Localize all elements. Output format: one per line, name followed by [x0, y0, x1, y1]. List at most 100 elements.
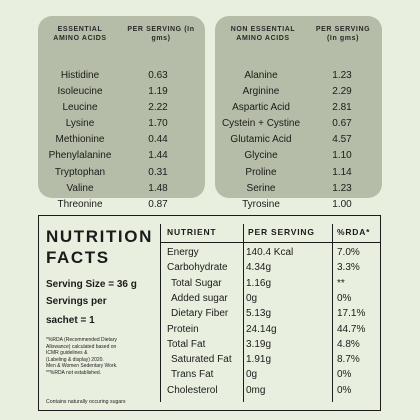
essential-amino-acids-panel: ESSENTIAL AMINO ACIDS PER SERVING (In gm…	[38, 16, 205, 210]
amino-acid-row: Phenylalanine 1.44	[38, 148, 205, 164]
nutrient-row: Energy 140.4 Kcal 7.0%	[160, 246, 380, 259]
amino-acid-value: 1.23	[332, 182, 352, 194]
amino-acid-value: 1.00	[332, 198, 352, 210]
nutrient-row: Saturated Fat 1.91g 8.7%	[160, 353, 380, 366]
nutrient-name: Dietary Fiber	[171, 308, 229, 320]
amino-acid-row: Histidine 0.63	[38, 68, 205, 84]
nutrient-rda: 4.8%	[337, 338, 360, 350]
nutrient-rda: 8.7%	[337, 354, 360, 366]
amino-acid-name: Lysine	[65, 118, 95, 130]
amino-acid-value: 1.14	[332, 166, 352, 178]
amino-acid-value: 2.81	[332, 102, 352, 114]
amino-acid-value: 1.19	[148, 86, 168, 98]
nutrient-row: Trans Fat 0g 0%	[160, 368, 380, 381]
divider-horizontal	[160, 242, 380, 243]
nutrient-rda: 7.0%	[337, 247, 360, 258]
rda-note-line-3: ICMR guidelines &	[46, 350, 88, 356]
title-line-2: FACTS	[46, 248, 110, 267]
contains-note: Contains naturally occuring sugars	[46, 399, 126, 405]
non-essential-amino-acids-panel: NON ESSENTIAL AMINO ACIDS PER SERVING (I…	[215, 16, 382, 210]
amino-acid-value: 1.23	[332, 70, 352, 81]
amino-acid-row: Serine 1.23	[215, 181, 382, 197]
rda-note-line-5: Men & Women Sedentary Work.	[46, 363, 118, 369]
rda-note-line-6: **%RDA not established.	[46, 369, 102, 376]
amino-acid-row: Tryptophan 0.31	[38, 165, 205, 181]
amino-acid-name: Threonine	[57, 198, 103, 210]
divider-vertical	[160, 224, 161, 402]
amino-acid-name: Methionine	[55, 134, 105, 146]
serving-size: Serving Size = 36 g	[46, 279, 137, 290]
nutrient-name: Cholesterol	[167, 384, 218, 396]
nutrient-name: Added sugar	[171, 292, 228, 304]
nutrient-row: Protein 24.14g 44.7%	[160, 323, 380, 336]
amino-acid-value: 0.44	[148, 134, 168, 146]
nutrient-per-serving: 0mg	[246, 384, 266, 396]
amino-acid-name: Proline	[245, 166, 277, 178]
amino-acid-row: Proline 1.14	[215, 165, 382, 181]
nutrient-per-serving: 3.19g	[246, 338, 272, 350]
amino-acid-name: Serine	[246, 182, 276, 194]
amino-acid-row: Alanine 1.23	[215, 68, 382, 84]
title-line-1: NUTRITION	[46, 227, 153, 246]
servings-per-line-1: Servings per	[46, 296, 107, 307]
amino-acid-row: Glutamic Acid 4.57	[215, 132, 382, 148]
column-header-nutrient: NUTRIENT	[167, 227, 217, 237]
non-essential-header-value: PER SERVING (In gms)	[315, 26, 371, 42]
amino-acid-value: 0.31	[148, 166, 168, 178]
amino-acid-row: Tyrosine 1.00	[215, 197, 382, 213]
servings-per-line-2: sachet = 1	[46, 315, 95, 326]
amino-acid-value: 0.67	[332, 118, 352, 130]
non-essential-rows: Alanine 1.23 Arginine 2.29 Aspartic Acid 2.81…	[215, 68, 382, 213]
amino-acid-name: Phenylalanine	[48, 150, 112, 162]
nutrient-name: Trans Fat	[171, 369, 214, 381]
amino-acid-row: Valine 1.48	[38, 181, 205, 197]
amino-acid-value: 2.29	[332, 86, 352, 98]
amino-acid-value: 1.70	[148, 118, 168, 130]
column-header-rda: %RDA*	[337, 227, 371, 237]
essential-header-value: PER SERVING (In gms)	[127, 26, 195, 42]
divider-vertical	[332, 224, 333, 402]
amino-acid-name: Glycine	[244, 150, 278, 162]
amino-acid-name: Glutamic Acid	[230, 134, 292, 146]
amino-acid-name: Histidine	[60, 70, 100, 81]
nutrient-rda: 0%	[337, 292, 352, 304]
nutrient-row: Total Sugar 1.16g **	[160, 277, 380, 290]
nutrient-per-serving: 5.13g	[246, 308, 272, 320]
nutrient-per-serving: 140.4 Kcal	[246, 247, 294, 258]
amino-acid-value: 2.22	[148, 102, 168, 114]
nutrient-name: Total Fat	[167, 338, 206, 350]
amino-acid-value: 0.63	[148, 70, 168, 81]
nutrient-name: Protein	[167, 323, 199, 335]
amino-acid-row: Cystein + Cystine 0.67	[215, 116, 382, 132]
nutrient-rda: 0%	[337, 384, 352, 396]
nutrient-rda: 0%	[337, 369, 352, 381]
nutrient-row: Carbohydrate 4.34g 3.3%	[160, 261, 380, 274]
amino-acid-row: Aspartic Acid 2.81	[215, 100, 382, 116]
amino-acid-value: 0.87	[148, 198, 168, 210]
amino-acid-name: Tyrosine	[242, 198, 280, 210]
essential-rows: Histidine 0.63 Isoleucine 1.19 Leucine 2.22 Ly…	[38, 68, 205, 213]
nutrient-per-serving: 0g	[246, 292, 258, 304]
nutrient-rda: 44.7%	[337, 323, 366, 335]
amino-acid-value: 4.57	[332, 134, 352, 146]
essential-header-name: ESSENTIAL AMINO ACIDS	[53, 26, 107, 42]
amino-acid-name: Valine	[66, 182, 94, 194]
nutrient-per-serving: 4.34g	[246, 262, 272, 274]
nutrient-name: Energy	[167, 247, 199, 258]
nutrition-facts-title: NUTRITION FACTS	[46, 226, 153, 268]
nutrient-per-serving: 1.16g	[246, 277, 272, 289]
nutrient-per-serving: 24.14g	[246, 323, 277, 335]
amino-acid-name: Aspartic Acid	[232, 102, 290, 114]
non-essential-header-name: NON ESSENTIAL AMINO ACIDS	[230, 26, 296, 42]
amino-acid-row: Threonine 0.87	[38, 197, 205, 213]
nutrient-row: Total Fat 3.19g 4.8%	[160, 338, 380, 351]
rda-note-line-1: *%RDA (Recommended Dietary	[46, 337, 117, 343]
rda-note: *%RDA (Recommended Dietary Allowance) ca…	[46, 337, 144, 376]
nutrient-name: Total Sugar	[171, 277, 222, 289]
amino-acid-name: Tryptophan	[54, 166, 106, 178]
amino-acid-value: 1.10	[332, 150, 352, 162]
column-header-per-serving: PER SERVING	[248, 227, 315, 237]
amino-acid-name: Alanine	[244, 70, 278, 81]
amino-acid-name: Isoleucine	[57, 86, 103, 98]
amino-acid-name: Cystein + Cystine	[221, 118, 301, 130]
